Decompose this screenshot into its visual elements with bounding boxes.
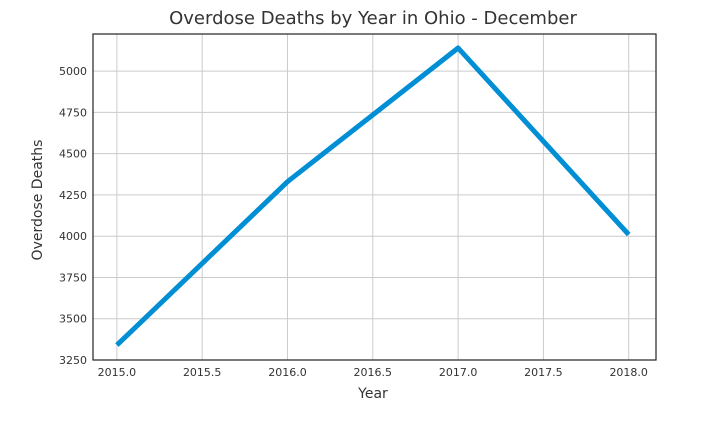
grid-layer xyxy=(93,34,656,360)
y-tick-label: 3500 xyxy=(59,313,87,326)
x-tick-label: 2017.5 xyxy=(524,366,563,379)
y-tick-label: 4000 xyxy=(59,230,87,243)
x-tick-label: 2016.5 xyxy=(354,366,393,379)
x-tick-label: 2017.0 xyxy=(439,366,478,379)
y-tick-label: 3750 xyxy=(59,271,87,284)
y-tick-label: 5000 xyxy=(59,65,87,78)
y-tick-label: 3250 xyxy=(59,354,87,367)
plot-frame xyxy=(93,34,656,360)
chart-title: Overdose Deaths by Year in Ohio - Decemb… xyxy=(169,8,577,29)
y-tick-label: 4500 xyxy=(59,148,87,161)
y-tick-label: 4250 xyxy=(59,189,87,202)
x-tick-label: 2016.0 xyxy=(268,366,307,379)
x-axis-title: Year xyxy=(357,386,388,402)
x-tick-label: 2018.0 xyxy=(609,366,648,379)
frame-layer xyxy=(93,34,656,360)
x-tick-label: 2015.5 xyxy=(183,366,222,379)
x-tick-labels: 2015.0 2015.5 2016.0 2016.5 2017.0 2017.5 2018… xyxy=(98,366,648,379)
x-tick-label: 2015.0 xyxy=(98,366,137,379)
y-tick-labels: 3250 3500 3750 4000 4250 4500 4750 5000 xyxy=(59,65,87,367)
y-tick-label: 4750 xyxy=(59,106,87,119)
y-axis-title: Overdose Deaths xyxy=(30,140,46,261)
